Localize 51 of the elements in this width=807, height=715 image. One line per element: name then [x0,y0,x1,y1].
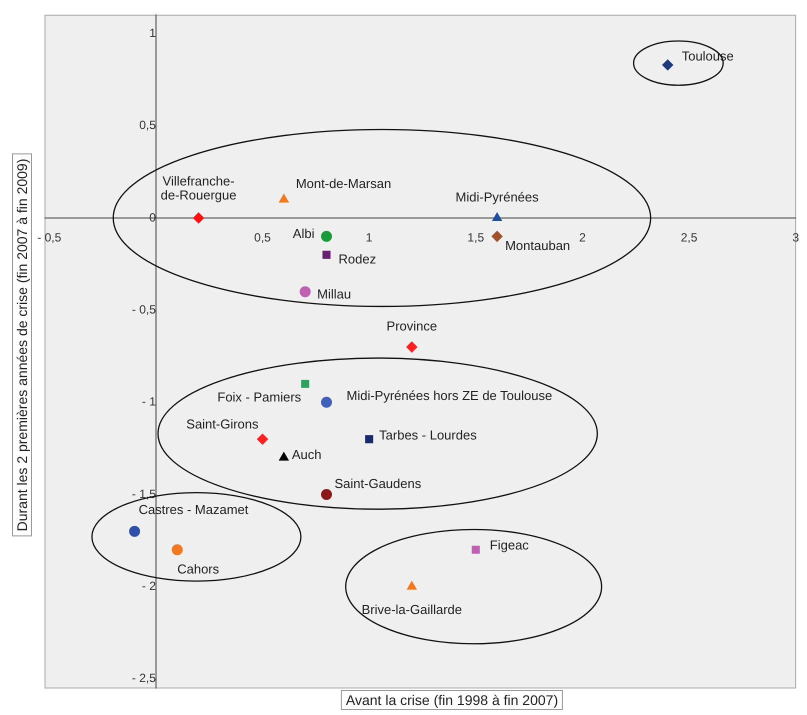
series-label: Villefranche-de-Rouergue [160,174,236,203]
point [406,341,418,352]
series-label: Montauban [505,238,570,253]
point [301,380,310,388]
point [321,230,332,242]
x-tick-label: 2,5 [680,230,698,244]
series-label: Foix - Pamiers [217,389,302,404]
y-tick-label: 1 [149,26,156,40]
series-label: Province [386,318,438,334]
series-label: Cahors [177,561,220,576]
point [406,581,417,590]
point [662,59,674,70]
x-tick-label: 1 [366,230,373,244]
y-tick-label: - 2 [142,578,156,593]
point [172,544,183,556]
x-tick-label: 1,5 [467,230,484,244]
y-tick-label: - 2,5 [132,671,156,686]
y-tick-label: - 1 [142,394,156,409]
point [322,250,331,259]
point [492,230,503,242]
point [472,546,480,554]
y-tick-label: - 0,5 [132,302,156,316]
x-tick-label: 2 [579,230,586,244]
y-tick-label: 0,5 [139,118,156,132]
series-label: Brive-la-Gaillarde [362,602,462,618]
point [321,396,332,408]
x-tick-label: - 0,5 [37,230,62,244]
x-tick-label: 3 [792,230,800,244]
point [279,194,289,203]
point [365,435,374,444]
point [193,212,204,224]
point [257,434,268,445]
series-label: Auch [292,447,322,462]
series-label: Millau [317,286,352,302]
point [279,452,289,461]
point [321,488,332,500]
x-tick-label: 0,5 [254,230,272,244]
series-label: Saint-Gaudens [334,476,422,492]
series-label: Midi-Pyrénées [456,190,540,205]
series-label: Mont-de-Marsan [296,176,392,192]
series-label: Tarbes - Lourdes [379,428,478,443]
series-label: Rodez [338,251,376,266]
series-label: Figeac [490,537,530,552]
point [129,526,140,537]
series-label: Midi-Pyrénées hors ZE de Toulouse [346,388,552,403]
point [300,286,311,298]
x-axis-title: Avant la crise (fin 1998 à fin 2007) [340,690,564,710]
series-label: Albi [292,226,315,241]
point [492,212,502,221]
series-label: Saint-Girons [186,416,260,432]
y-axis-title: Durant les 2 premières années de crise (fin 2007 à fin 2009) [12,154,32,536]
